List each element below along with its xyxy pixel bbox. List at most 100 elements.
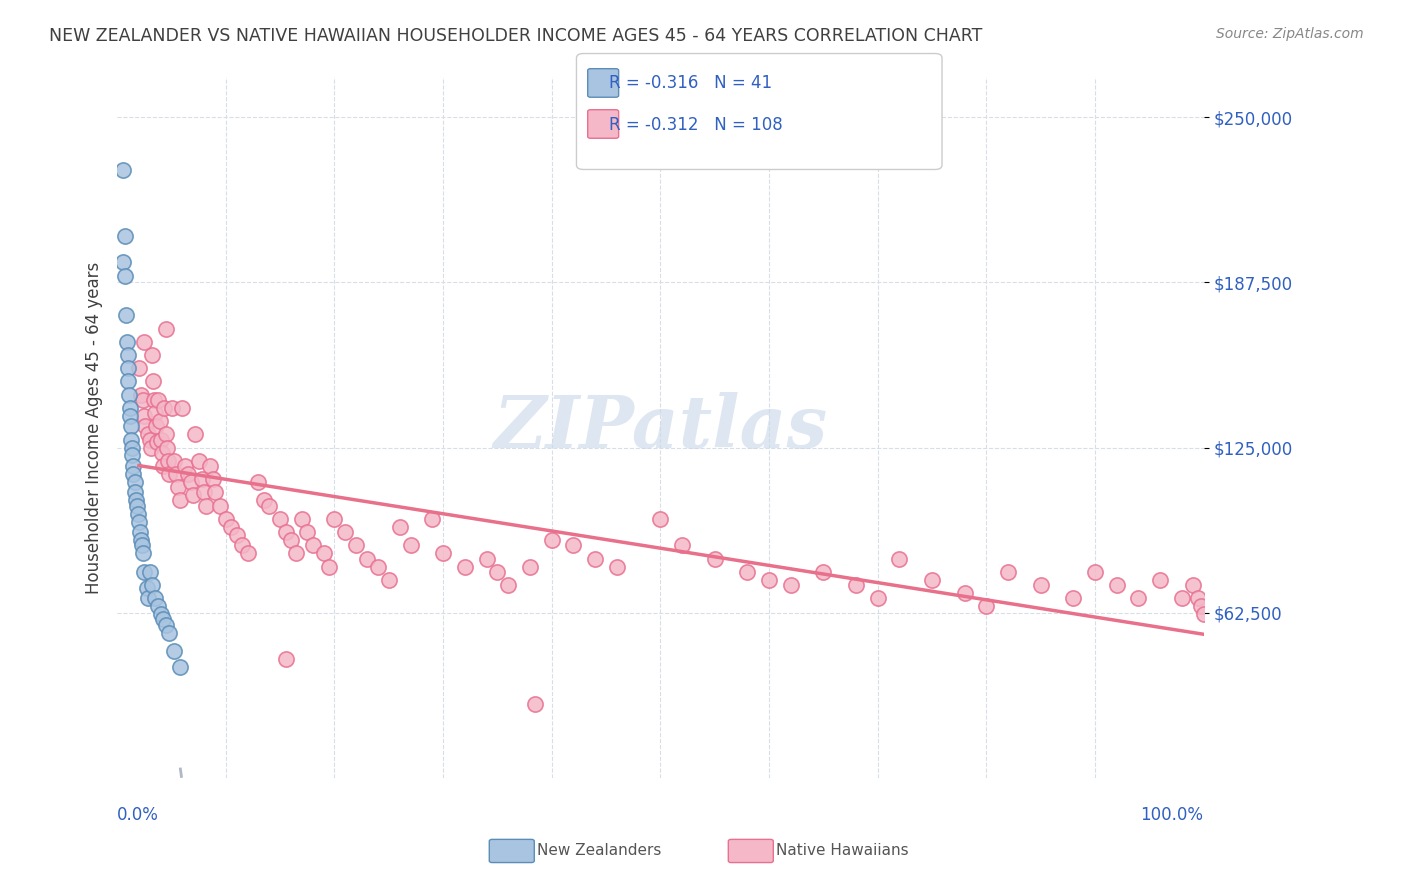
Point [180, 475, 202, 489]
Point [120, 433, 142, 447]
Point [291, 512, 314, 526]
Point [134, 409, 156, 423]
Point [139, 441, 162, 455]
Point [124, 475, 146, 489]
Point [115, 334, 138, 349]
Point [153, 401, 176, 415]
Point [139, 433, 162, 447]
Point [671, 538, 693, 552]
Point [129, 533, 152, 547]
Point [128, 361, 150, 376]
Point [146, 435, 169, 450]
Point [114, 229, 136, 244]
Point [152, 458, 174, 473]
Point [1181, 578, 1204, 592]
Point [845, 578, 868, 592]
Point [318, 559, 340, 574]
Point [132, 392, 155, 407]
Point [143, 406, 166, 420]
Point [344, 538, 367, 552]
Point [129, 387, 152, 401]
Text: Source: ZipAtlas.com: Source: ZipAtlas.com [1216, 27, 1364, 41]
Text: 0.0%: 0.0% [117, 806, 159, 824]
Point [921, 573, 943, 587]
Point [155, 427, 177, 442]
Point [169, 660, 191, 674]
Point [177, 467, 200, 481]
Point [486, 565, 509, 579]
Point [976, 599, 998, 614]
Point [120, 409, 142, 423]
Point [997, 565, 1019, 579]
Text: 100.0%: 100.0% [1140, 806, 1204, 824]
Text: R = -0.316   N = 41: R = -0.316 N = 41 [609, 74, 772, 92]
Point [131, 538, 153, 552]
Point [259, 499, 281, 513]
Point [297, 525, 319, 540]
Point [1084, 565, 1107, 579]
Text: R = -0.312   N = 108: R = -0.312 N = 108 [609, 116, 783, 134]
Point [562, 538, 585, 552]
Point [111, 255, 134, 269]
Text: New Zealanders: New Zealanders [537, 844, 661, 858]
Point [583, 551, 606, 566]
Point [181, 488, 204, 502]
Point [301, 538, 323, 552]
Point [141, 348, 163, 362]
Point [134, 334, 156, 349]
Point [356, 551, 378, 566]
Point [388, 520, 411, 534]
Y-axis label: Householder Income Ages 45 - 64 years: Householder Income Ages 45 - 64 years [86, 261, 103, 594]
Point [148, 392, 170, 407]
Point [155, 617, 177, 632]
Point [120, 419, 142, 434]
Point [157, 625, 180, 640]
Point [173, 458, 195, 473]
Point [703, 551, 725, 566]
Point [149, 607, 172, 621]
Point [454, 559, 477, 574]
Point [117, 348, 139, 362]
Point [187, 454, 209, 468]
Point [280, 533, 302, 547]
Point [420, 512, 443, 526]
Point [148, 599, 170, 614]
Point [498, 578, 520, 592]
Point [650, 512, 672, 526]
Point [1191, 599, 1213, 614]
Point [143, 591, 166, 606]
Point [121, 441, 143, 455]
Point [779, 578, 801, 592]
Point [125, 499, 148, 513]
Point [139, 565, 162, 579]
Point [323, 512, 346, 526]
Point [157, 454, 180, 468]
Point [201, 472, 224, 486]
Point [540, 533, 562, 547]
Point [247, 475, 270, 489]
Point [149, 433, 172, 447]
Point [195, 499, 218, 513]
Point [193, 485, 215, 500]
Point [136, 591, 159, 606]
Point [135, 581, 157, 595]
Point [312, 546, 335, 560]
Point [524, 697, 547, 711]
Point [117, 375, 139, 389]
Point [167, 480, 190, 494]
Point [274, 652, 297, 666]
Point [475, 551, 498, 566]
Point [122, 458, 145, 473]
Point [163, 644, 186, 658]
Point [758, 573, 780, 587]
Point [378, 573, 401, 587]
Text: ZIPatlas: ZIPatlas [494, 392, 828, 463]
Point [157, 467, 180, 481]
Point [1149, 573, 1171, 587]
Point [143, 392, 166, 407]
Point [156, 441, 179, 455]
Point [1029, 578, 1052, 592]
Point [134, 419, 156, 434]
Point [432, 546, 454, 560]
Point [1171, 591, 1194, 606]
